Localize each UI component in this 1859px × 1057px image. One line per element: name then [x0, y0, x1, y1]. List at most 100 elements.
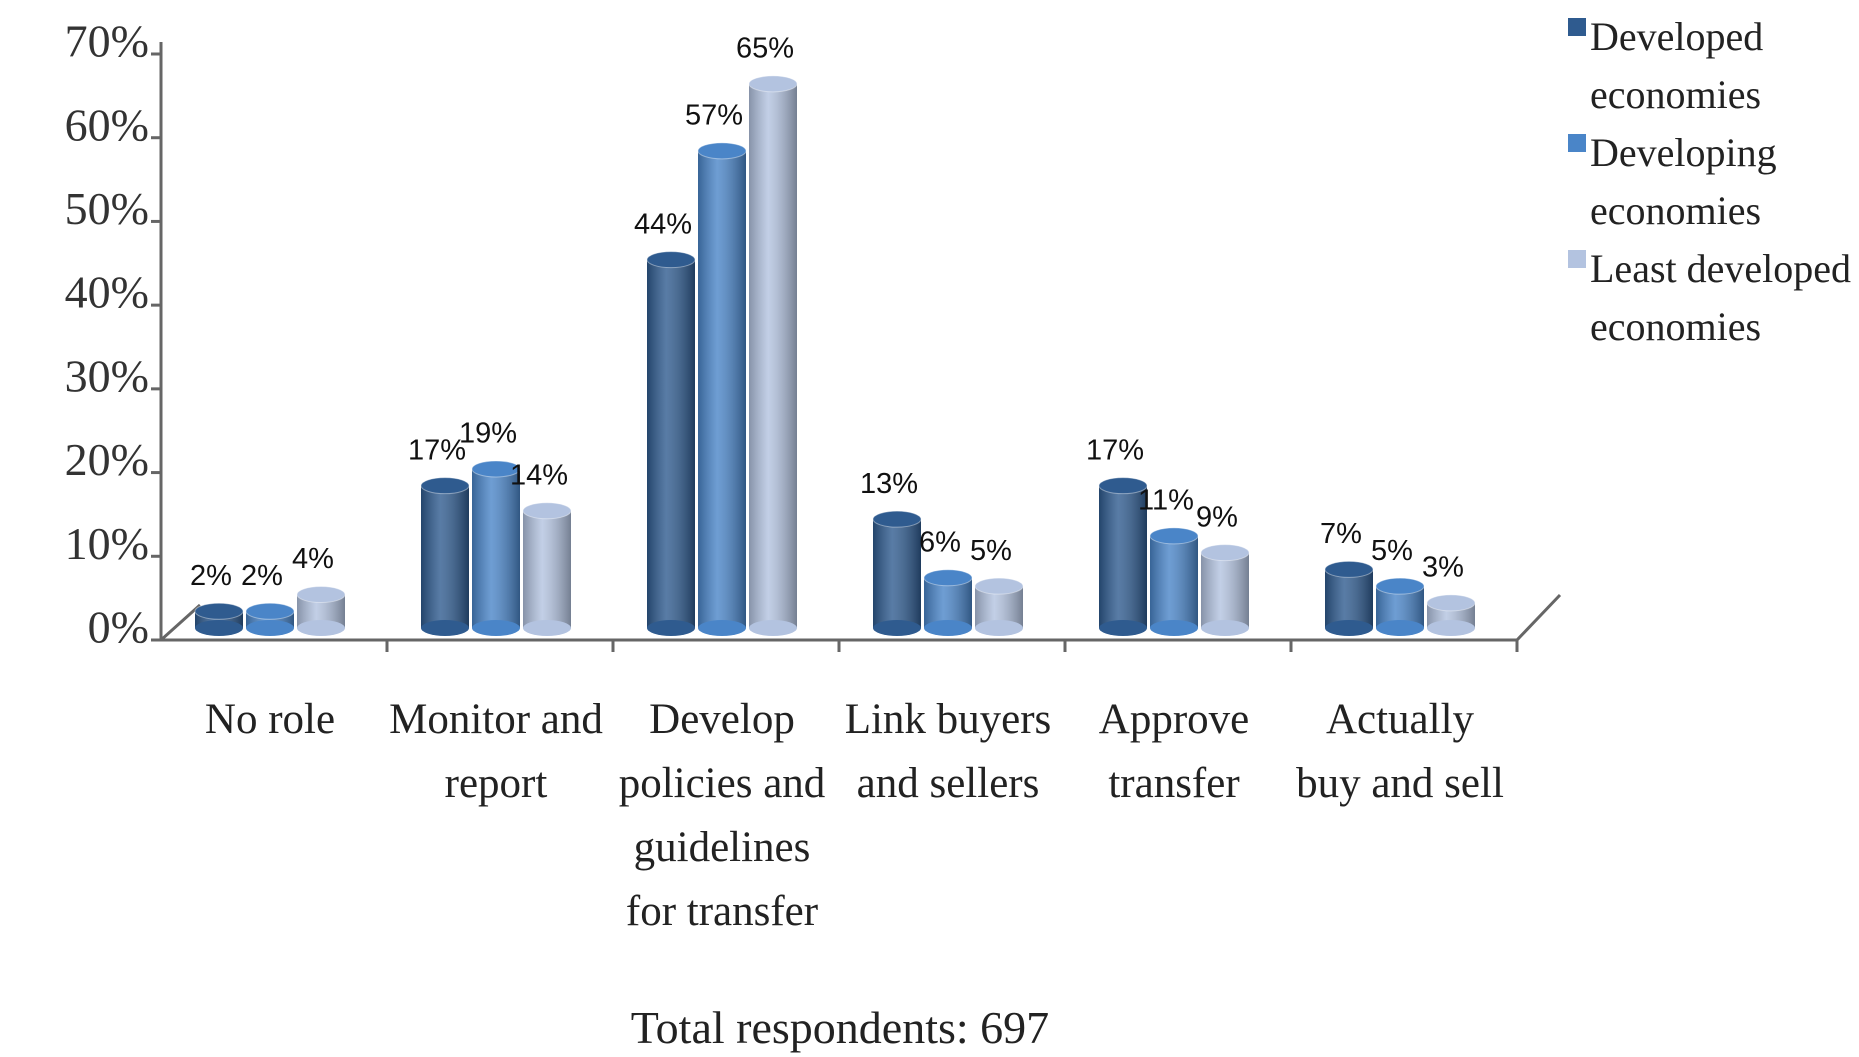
bar-bottom [1099, 620, 1147, 636]
legend-swatch [1568, 18, 1586, 36]
bar-bottom [647, 620, 695, 636]
x-tick-label: No role [204, 696, 336, 743]
bar-top [1324, 560, 1374, 578]
value-label: 2% [190, 560, 232, 592]
bar [923, 569, 973, 636]
bar-shade [1201, 552, 1249, 628]
bar-shade [698, 150, 746, 629]
bar-top [1375, 577, 1425, 595]
y-tick-label: 30% [65, 350, 149, 401]
bar [296, 586, 346, 636]
bar-top [194, 602, 244, 620]
legend-swatch [1568, 250, 1586, 268]
value-label: 3% [1422, 552, 1464, 584]
bar-bottom [472, 620, 520, 636]
bar-top [1149, 527, 1199, 545]
bar-bottom [1150, 620, 1198, 636]
bar-top [748, 75, 798, 93]
value-label: 9% [1196, 501, 1238, 533]
bar-bottom [297, 620, 345, 636]
bar-shade [924, 577, 972, 628]
legend-label: Least developed economies [1590, 246, 1851, 349]
bar [1098, 477, 1148, 636]
legend-label: Developing economies [1590, 130, 1777, 233]
bar [420, 477, 470, 636]
bar-bottom [1201, 620, 1249, 636]
legend: Developed economies Developing economies L… [1568, 8, 1858, 356]
bar [1200, 544, 1250, 636]
bar [646, 251, 696, 636]
bar-top [1098, 477, 1148, 495]
legend-item: Developing economies [1568, 124, 1858, 240]
legend-item: Developed economies [1568, 8, 1858, 124]
value-label: 19% [459, 418, 517, 450]
annotation: Total respondents: 697 [630, 1002, 1050, 1053]
value-label: 2% [241, 560, 283, 592]
bar-top [1200, 544, 1250, 562]
bar [194, 602, 244, 636]
y-tick-label: 70% [65, 16, 149, 67]
bar-top [420, 477, 470, 495]
bar-bottom [924, 620, 972, 636]
x-tick-label: Approve transfer [1098, 696, 1250, 807]
value-label: 14% [510, 459, 568, 491]
bar-bottom [698, 620, 746, 636]
bar [471, 460, 521, 636]
bar-bottom [975, 620, 1023, 636]
value-label: 11% [1138, 485, 1194, 517]
bar [1426, 594, 1476, 636]
bar-shade [1325, 569, 1373, 628]
x-tick-label: Link buyers and sellers [844, 696, 1052, 807]
y-tick-label: 20% [65, 434, 149, 485]
legend-label: Developed economies [1590, 14, 1764, 117]
bar-top [245, 602, 295, 620]
axes [159, 42, 1562, 642]
value-label: 13% [860, 468, 918, 500]
bar-bottom [421, 620, 469, 636]
x-tick-label: Actually buy and sell [1296, 696, 1504, 807]
bar-bottom [873, 620, 921, 636]
bar-shade [647, 259, 695, 628]
value-label: 65% [736, 33, 794, 65]
bar-top [522, 502, 572, 520]
bar-shade [523, 510, 571, 628]
bar [748, 75, 798, 636]
bar-top [974, 577, 1024, 595]
x-tick-label: Monitor and report [389, 696, 603, 807]
bar [1375, 577, 1425, 636]
bar-top [872, 510, 922, 528]
bar-bottom [246, 620, 294, 636]
value-label: 57% [685, 99, 743, 131]
value-label: 17% [1086, 434, 1144, 466]
bar [974, 577, 1024, 636]
bar-shade [421, 485, 469, 628]
bar-shade [749, 83, 797, 629]
bar-bottom [1325, 620, 1373, 636]
legend-swatch [1568, 134, 1586, 152]
bar [245, 602, 295, 636]
y-tick-label: 40% [65, 267, 149, 318]
bar-bottom [523, 620, 571, 636]
bar-shade [472, 468, 520, 628]
bar [872, 510, 922, 636]
bar-bottom [1376, 620, 1424, 636]
value-label: 4% [292, 543, 334, 575]
bar-shade [1099, 485, 1147, 628]
bar-top [471, 460, 521, 478]
y-tick-label: 60% [65, 99, 149, 150]
y-tick-label: 0% [88, 602, 149, 653]
bar [697, 142, 747, 636]
value-label: 6% [919, 526, 961, 558]
value-label: 17% [408, 434, 466, 466]
value-label: 7% [1320, 518, 1362, 550]
floor-edge [159, 603, 202, 642]
bar-top [296, 586, 346, 604]
value-label: 5% [970, 535, 1012, 567]
bar-shade [1150, 535, 1198, 628]
value-label: 5% [1371, 535, 1413, 567]
bar-top [646, 251, 696, 269]
bar-top [697, 142, 747, 160]
legend-item: Least developed economies [1568, 240, 1858, 356]
